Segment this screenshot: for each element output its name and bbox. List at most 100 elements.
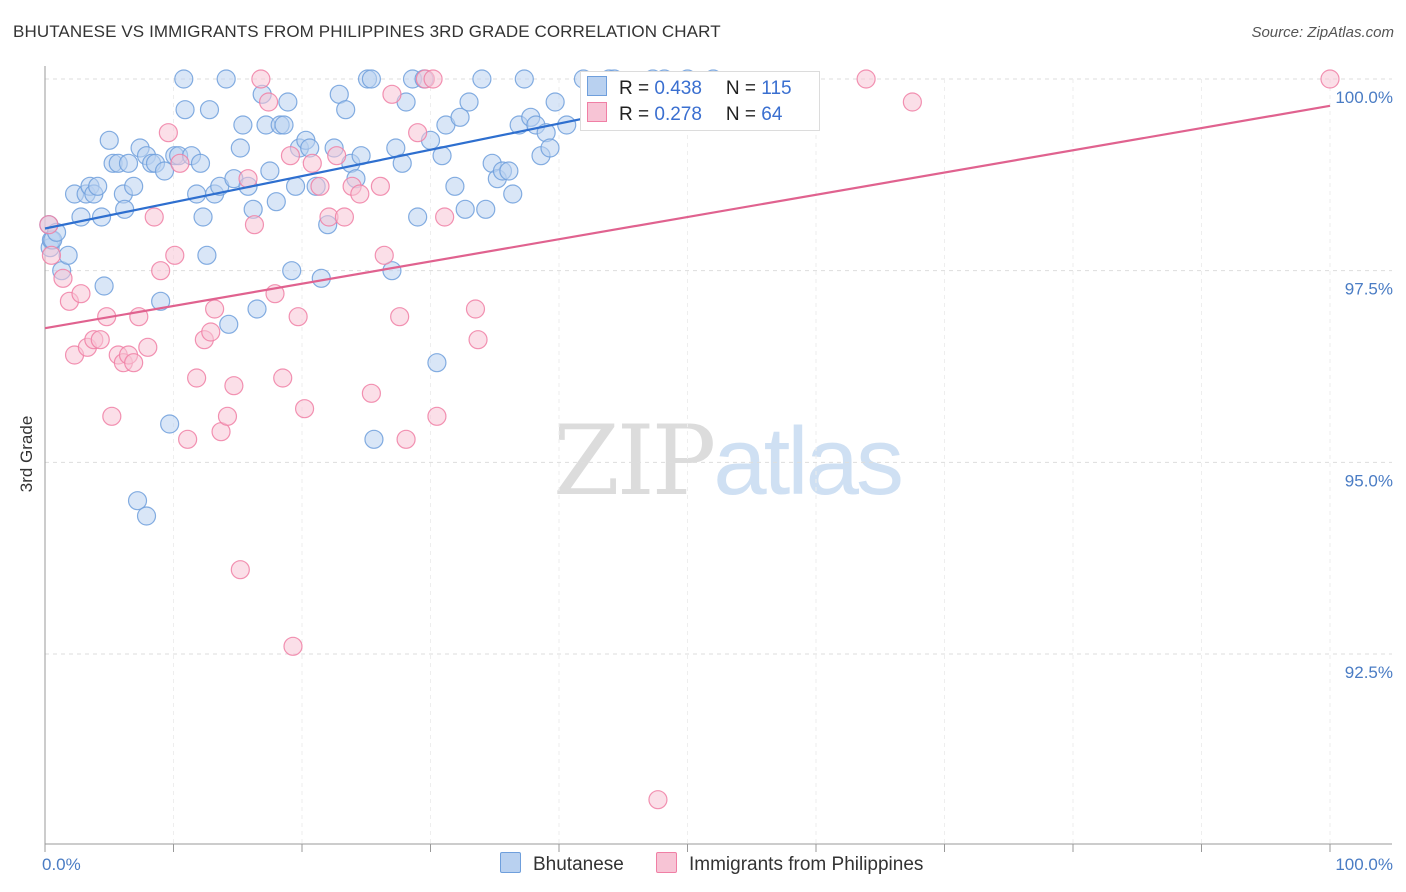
bhutanese-point [545, 92, 565, 112]
bhutanese-point [361, 69, 381, 89]
bhutanese-point [118, 153, 139, 173]
series-swatch-pink [656, 852, 677, 873]
y-axis-title: 3rd Grade [17, 416, 36, 493]
bhutanese-point [455, 199, 475, 219]
legend-r-label: R = [619, 78, 655, 99]
philippines-point [902, 92, 922, 112]
legend-n-label: N = [725, 78, 762, 99]
series-legend-bhutanese[interactable]: Bhutanese [500, 852, 624, 876]
philippines-point [151, 261, 171, 281]
bhutanese-point [190, 153, 211, 173]
bhutanese-point [499, 161, 519, 181]
bhutanese-point [187, 184, 207, 204]
bhutanese-point [160, 414, 180, 434]
y-tick-label: 92.5% [1345, 663, 1393, 682]
philippines-point [465, 299, 486, 319]
philippines-point [648, 790, 668, 810]
philippines-point [90, 330, 110, 350]
philippines-point [251, 69, 271, 89]
philippines-point [390, 307, 410, 327]
bhutanese-point [476, 199, 496, 219]
bhutanese-point [88, 176, 108, 196]
x-tick-label: 100.0% [1335, 855, 1393, 874]
legend-n-label: N = [725, 104, 762, 125]
series-label: Immigrants from Philippines [689, 854, 924, 875]
philippines-point [158, 123, 178, 143]
philippines-point [302, 153, 322, 173]
bhutanese-point [364, 429, 384, 449]
bhutanese-point [392, 153, 412, 173]
bhutanese-point [472, 69, 492, 89]
bhutanese-point [285, 176, 306, 196]
watermark: ZIPatlas [553, 405, 904, 517]
bhutanese-point [247, 299, 267, 319]
watermark-atlas: atlas [713, 408, 904, 515]
philippines-point [273, 368, 293, 388]
philippines-point [201, 322, 221, 342]
legend-row-philippines: R = 0.278 N = 64 [587, 102, 782, 126]
bhutanese-point [540, 138, 560, 158]
axes [44, 66, 1392, 852]
x-tick-label: 0.0% [42, 855, 81, 874]
bhutanese-point [94, 276, 114, 296]
legend-n-value: 64 [761, 104, 783, 125]
philippines-point [334, 207, 355, 227]
series-label: Bhutanese [533, 854, 624, 875]
series-legend: Bhutanese Immigrants from Philippines [0, 852, 1406, 878]
legend-row-bhutanese: R = 0.438 N = 115 [587, 76, 792, 100]
bhutanese-point [282, 261, 302, 281]
bhutanese-point [127, 491, 148, 511]
legend-r-value: 0.438 [654, 78, 702, 99]
bhutanese-point [115, 199, 135, 219]
philippines-point [856, 69, 876, 89]
philippines-point [283, 636, 303, 656]
philippines-point [382, 84, 402, 104]
philippines-point [468, 330, 488, 350]
bhutanese-point [197, 245, 217, 265]
chart-source: Source: ZipAtlas.com [1251, 24, 1394, 41]
philippines-point [138, 337, 158, 357]
philippines-point [102, 406, 122, 426]
philippines-point [435, 207, 455, 227]
bhutanese-point [99, 130, 119, 150]
bhutanese-point [151, 291, 171, 311]
series-legend-philippines[interactable]: Immigrants from Philippines [656, 852, 923, 876]
philippines-point [370, 176, 390, 196]
bhutanese-point [408, 207, 428, 227]
philippines-point [1320, 69, 1340, 89]
correlation-legend: R = 0.438 N = 115 R = 0.278 N = 64 [580, 71, 820, 131]
y-tick-label: 97.5% [1345, 280, 1393, 299]
philippines-point [427, 406, 447, 426]
series-swatch-blue [500, 852, 521, 873]
watermark-zip: ZIP [553, 405, 716, 517]
philippines-point [230, 560, 250, 580]
bhutanese-point [274, 115, 294, 135]
legend-r-label: R = [619, 104, 655, 125]
philippines-point [361, 383, 381, 403]
bhutanese-point [216, 69, 236, 89]
philippines-point [258, 92, 279, 112]
philippines-point [294, 399, 315, 419]
philippines-point [408, 123, 428, 143]
philippines-point [205, 299, 225, 319]
legend-swatch-blue [587, 76, 607, 96]
y-tick-label: 100.0% [1335, 88, 1393, 107]
y-tick-label: 95.0% [1345, 471, 1393, 490]
legend-n-value: 115 [761, 78, 792, 99]
philippines-point [170, 153, 190, 173]
bhutanese-point [154, 161, 175, 181]
philippines-point [217, 406, 238, 426]
bhutanese-point [336, 100, 356, 120]
bhutanese-point [174, 69, 194, 89]
axis-labels: 92.5% 95.0% 97.5% 100.0% 0.0% 100.0% 3rd Grade [17, 88, 1393, 874]
philippines-point [124, 353, 144, 373]
bhutanese-point [233, 115, 253, 135]
bhutanese-point [278, 92, 298, 112]
philippines-point [280, 146, 301, 166]
philippines-point [144, 207, 164, 227]
philippines-point [374, 245, 394, 265]
bhutanese-point [260, 161, 280, 181]
bhutanese-point [445, 176, 465, 196]
philippines-point [53, 268, 73, 288]
legend-swatch-pink [587, 102, 607, 122]
